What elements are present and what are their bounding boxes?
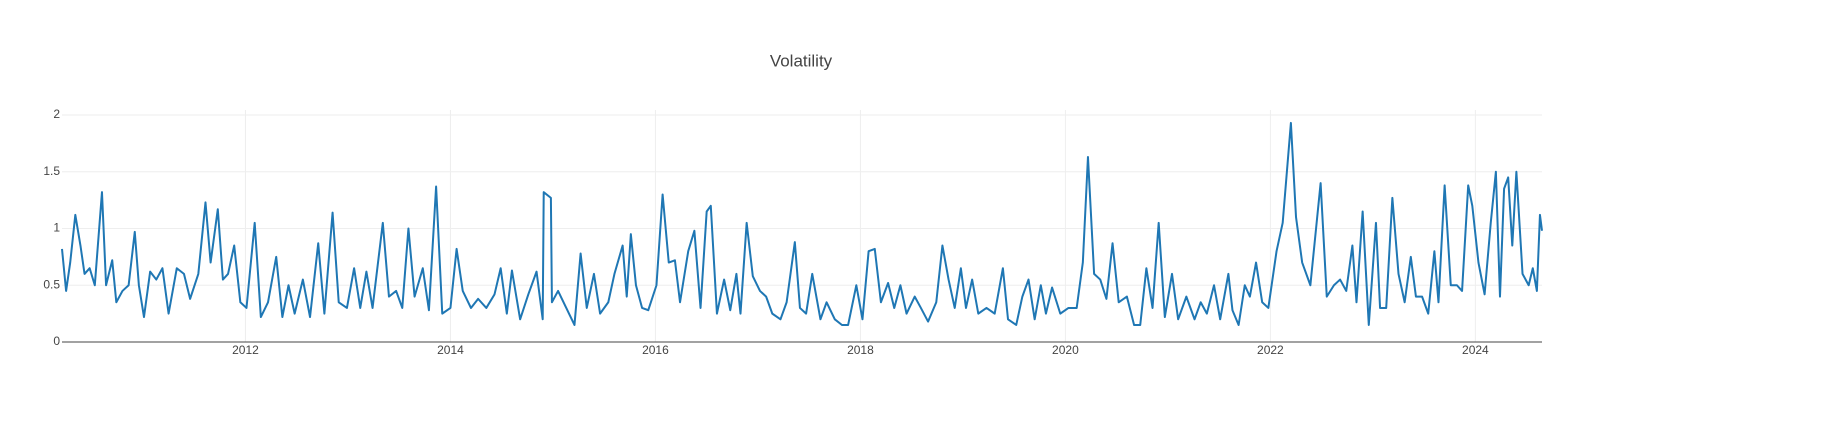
x-tick-label: 2014 <box>437 343 464 357</box>
line-series <box>61 121 1543 326</box>
y-tick-label: 0 <box>53 334 60 348</box>
y-tick-label: 2 <box>53 107 60 121</box>
x-tick-label: 2024 <box>1462 343 1489 357</box>
chart-title: Volatility <box>770 51 833 70</box>
y-tick-label: 0.5 <box>43 277 60 291</box>
y-tick-label: 1.5 <box>43 164 60 178</box>
y-tick-label: 1 <box>53 221 60 235</box>
x-tick-label: 2018 <box>847 343 874 357</box>
x-tick-label: 2022 <box>1257 343 1284 357</box>
x-tick-label: 2012 <box>232 343 259 357</box>
x-tick-label: 2016 <box>642 343 669 357</box>
x-tick-label: 2020 <box>1052 343 1079 357</box>
